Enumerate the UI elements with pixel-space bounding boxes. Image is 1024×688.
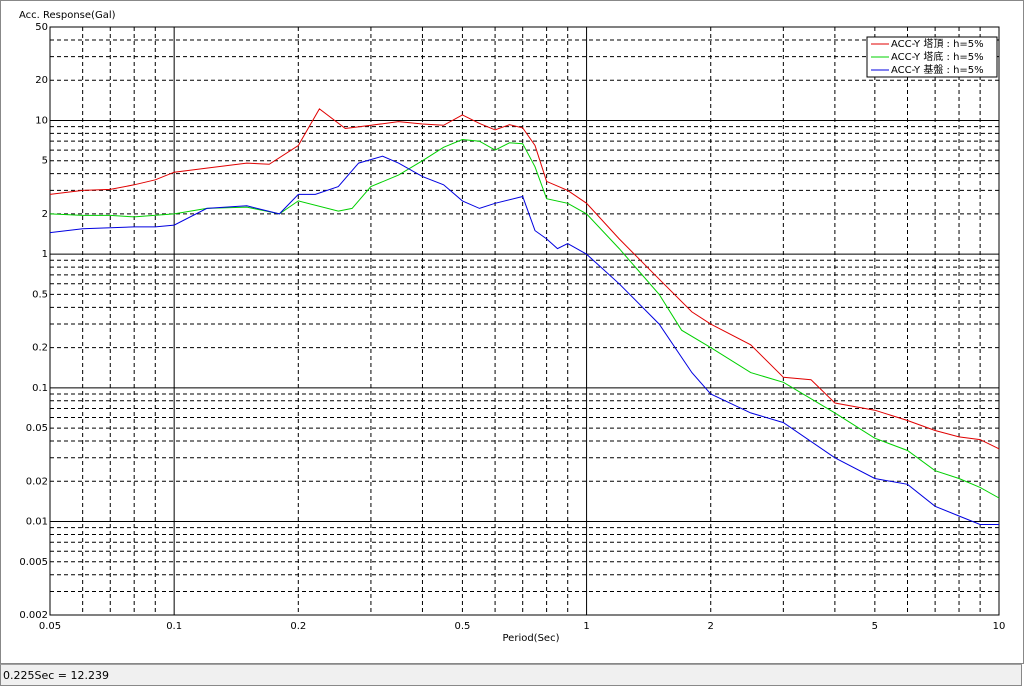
legend-label: ACC-Y 塔頂 : h=5% xyxy=(891,37,984,50)
y-tick-label: 10 xyxy=(35,115,48,126)
y-tick-label: 0.5 xyxy=(32,289,48,300)
series-line xyxy=(49,155,999,525)
y-tick-label: 2 xyxy=(42,209,48,220)
x-axis-title: Period(Sec) xyxy=(503,633,560,644)
x-tick-label: 1 xyxy=(583,621,589,632)
x-tick-label: 10 xyxy=(993,621,1006,632)
x-tick-label: 5 xyxy=(872,621,878,632)
y-tick-label: 5 xyxy=(42,156,48,167)
y-tick-label: 0.01 xyxy=(26,517,48,528)
y-tick-label: 0.002 xyxy=(19,610,48,621)
y-tick-label: 50 xyxy=(35,22,48,33)
legend-label: ACC-Y 塔底 : h=5% xyxy=(891,50,984,63)
x-tick-label: 0.1 xyxy=(166,621,182,632)
y-tick-label: 0.005 xyxy=(19,557,48,568)
y-tick-label: 0.02 xyxy=(26,476,48,487)
plot-area xyxy=(49,26,1000,616)
y-tick-label: 0.05 xyxy=(26,423,48,434)
y-tick-label: 0.1 xyxy=(32,383,48,394)
x-tick-label: 0.5 xyxy=(454,621,470,632)
x-tick-label: 0.2 xyxy=(290,621,306,632)
legend-label: ACC-Y 基盤 : h=5% xyxy=(891,63,984,76)
y-axis-title: Acc. Response(Gal) xyxy=(19,10,116,21)
y-tick-label: 0.2 xyxy=(32,343,48,354)
series-line xyxy=(49,108,1000,450)
chart: Acc. Response(Gal) Period(Sec) 0.05 0.1 0.… xyxy=(0,0,1024,664)
y-tick-label: 1 xyxy=(42,249,48,260)
x-tick-label: 2 xyxy=(708,621,714,632)
x-tick-label: 0.05 xyxy=(39,621,61,632)
legend: ACC-Y 塔頂 : h=5%ACC-Y 塔底 : h=5%ACC-Y 基盤 :… xyxy=(866,36,998,78)
series-line xyxy=(49,138,1000,499)
y-tick-label: 20 xyxy=(35,75,48,86)
status-bar: 0.225Sec = 12.239 xyxy=(0,664,1022,686)
